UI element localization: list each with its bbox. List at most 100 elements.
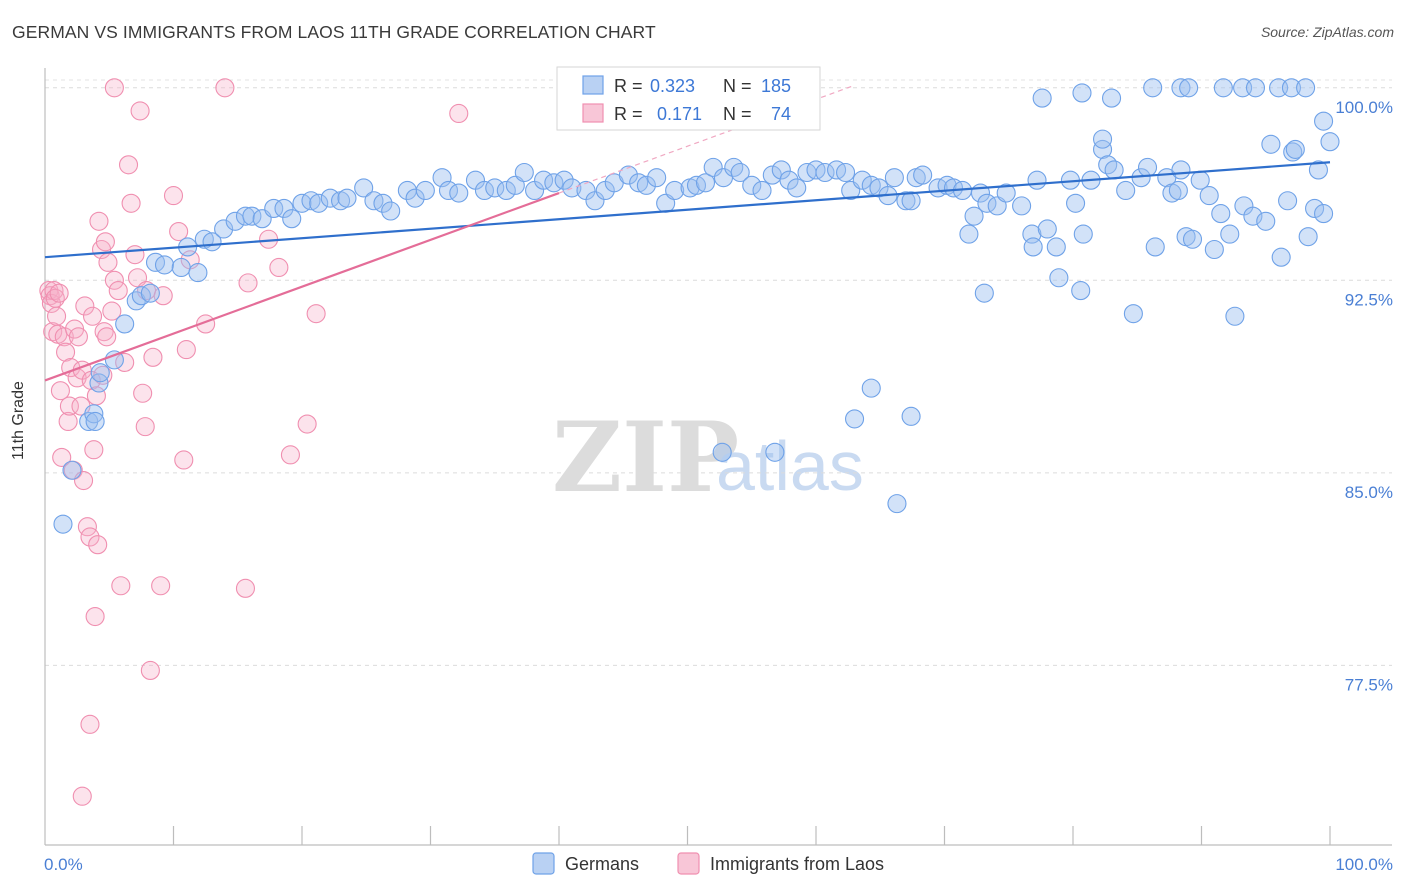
point-laos xyxy=(88,535,108,555)
point-german xyxy=(695,173,716,193)
point-german xyxy=(1093,129,1113,149)
point-laos xyxy=(47,306,67,326)
point-german xyxy=(84,404,104,424)
point-german xyxy=(765,442,785,462)
point-german xyxy=(730,162,750,183)
point-german xyxy=(1220,224,1240,244)
point-laos xyxy=(85,607,105,627)
point-laos xyxy=(98,252,118,272)
point-german xyxy=(779,170,799,190)
chart-title: GERMAN VS IMMIGRANTS FROM LAOS 11TH GRAD… xyxy=(12,22,656,42)
point-german xyxy=(974,283,994,303)
point-german xyxy=(1093,139,1113,159)
legend-label-laos: Immigrants from Laos xyxy=(710,854,884,874)
stats-swatch-german xyxy=(582,75,604,95)
legend-swatch-laos xyxy=(677,852,700,875)
point-german xyxy=(636,175,656,195)
point-german xyxy=(1145,237,1165,257)
trend-line-laos xyxy=(44,192,560,382)
point-laos xyxy=(54,327,74,347)
point-german xyxy=(1072,83,1092,103)
point-german xyxy=(665,180,685,201)
point-german xyxy=(214,219,234,239)
point-german xyxy=(115,314,135,334)
point-german xyxy=(1285,139,1305,159)
point-german xyxy=(959,224,979,244)
y-tick-label: 85.0% xyxy=(1345,483,1393,502)
point-laos xyxy=(163,186,184,206)
point-german xyxy=(703,157,723,177)
point-german xyxy=(896,191,916,211)
stats-box: R = 0.323 N = 185 R = 0.171 N = 74 xyxy=(556,66,821,131)
point-german xyxy=(1211,204,1231,224)
axes xyxy=(44,68,1392,846)
stats-german-n-label: N = xyxy=(723,76,752,96)
point-german xyxy=(1049,268,1069,288)
point-laos xyxy=(89,211,109,231)
point-laos xyxy=(125,245,145,265)
point-german xyxy=(171,257,191,278)
point-laos xyxy=(143,347,163,367)
point-german xyxy=(1171,160,1191,180)
point-german xyxy=(901,191,921,211)
point-german xyxy=(1027,170,1047,190)
watermark-atlas: atlas xyxy=(716,427,864,505)
point-laos xyxy=(449,103,469,124)
point-laos xyxy=(52,447,72,467)
point-laos xyxy=(84,440,104,460)
y-tick-label: 92.5% xyxy=(1345,290,1393,309)
point-german xyxy=(1320,132,1340,152)
point-laos xyxy=(140,660,160,681)
trend-line-german xyxy=(44,161,1331,259)
point-german xyxy=(1037,219,1057,239)
point-german xyxy=(188,263,208,283)
source-credit: Source: ZipAtlas.com xyxy=(1260,24,1394,40)
y-tick-label: 77.5% xyxy=(1345,675,1393,694)
watermark-zip: ZIP xyxy=(552,401,739,514)
point-german xyxy=(647,168,667,188)
point-german xyxy=(1066,193,1086,213)
y-tick-label: 100.0% xyxy=(1335,98,1393,117)
point-german xyxy=(884,168,904,188)
point-laos xyxy=(297,414,317,434)
point-laos xyxy=(269,257,289,278)
point-german xyxy=(514,162,534,183)
point-german xyxy=(1116,180,1136,201)
point-german xyxy=(1278,191,1298,211)
point-laos xyxy=(104,270,124,290)
point-laos xyxy=(118,155,139,175)
point-german xyxy=(1102,88,1122,108)
point-german xyxy=(618,165,638,185)
point-laos xyxy=(174,450,194,470)
point-german xyxy=(381,201,401,221)
point-laos xyxy=(43,322,63,342)
point-german xyxy=(996,183,1016,203)
stats-laos-r-label: R = xyxy=(614,104,643,124)
point-german xyxy=(712,442,732,462)
point-german xyxy=(53,514,73,534)
point-laos xyxy=(59,396,79,416)
point-german xyxy=(1296,78,1316,98)
x-tick-label-start: 0.0% xyxy=(44,855,83,874)
point-german xyxy=(852,170,872,190)
point-german xyxy=(194,229,214,249)
point-german xyxy=(861,378,881,398)
point-german xyxy=(373,193,393,213)
stats-german-r-label: R = xyxy=(614,76,643,96)
point-laos xyxy=(102,301,122,321)
point-german xyxy=(1171,78,1191,98)
point-german xyxy=(274,198,294,218)
legend-swatch-german xyxy=(532,852,555,875)
point-german xyxy=(496,180,516,201)
stats-german-r-value: 0.323 xyxy=(650,76,695,96)
point-german xyxy=(1245,78,1266,98)
point-german xyxy=(1271,247,1291,267)
x-ticks xyxy=(172,826,1331,845)
point-german xyxy=(90,363,110,383)
point-german xyxy=(887,494,907,514)
point-laos xyxy=(50,381,70,401)
point-german xyxy=(742,175,762,195)
point-german xyxy=(787,178,807,198)
point-german xyxy=(282,209,302,229)
